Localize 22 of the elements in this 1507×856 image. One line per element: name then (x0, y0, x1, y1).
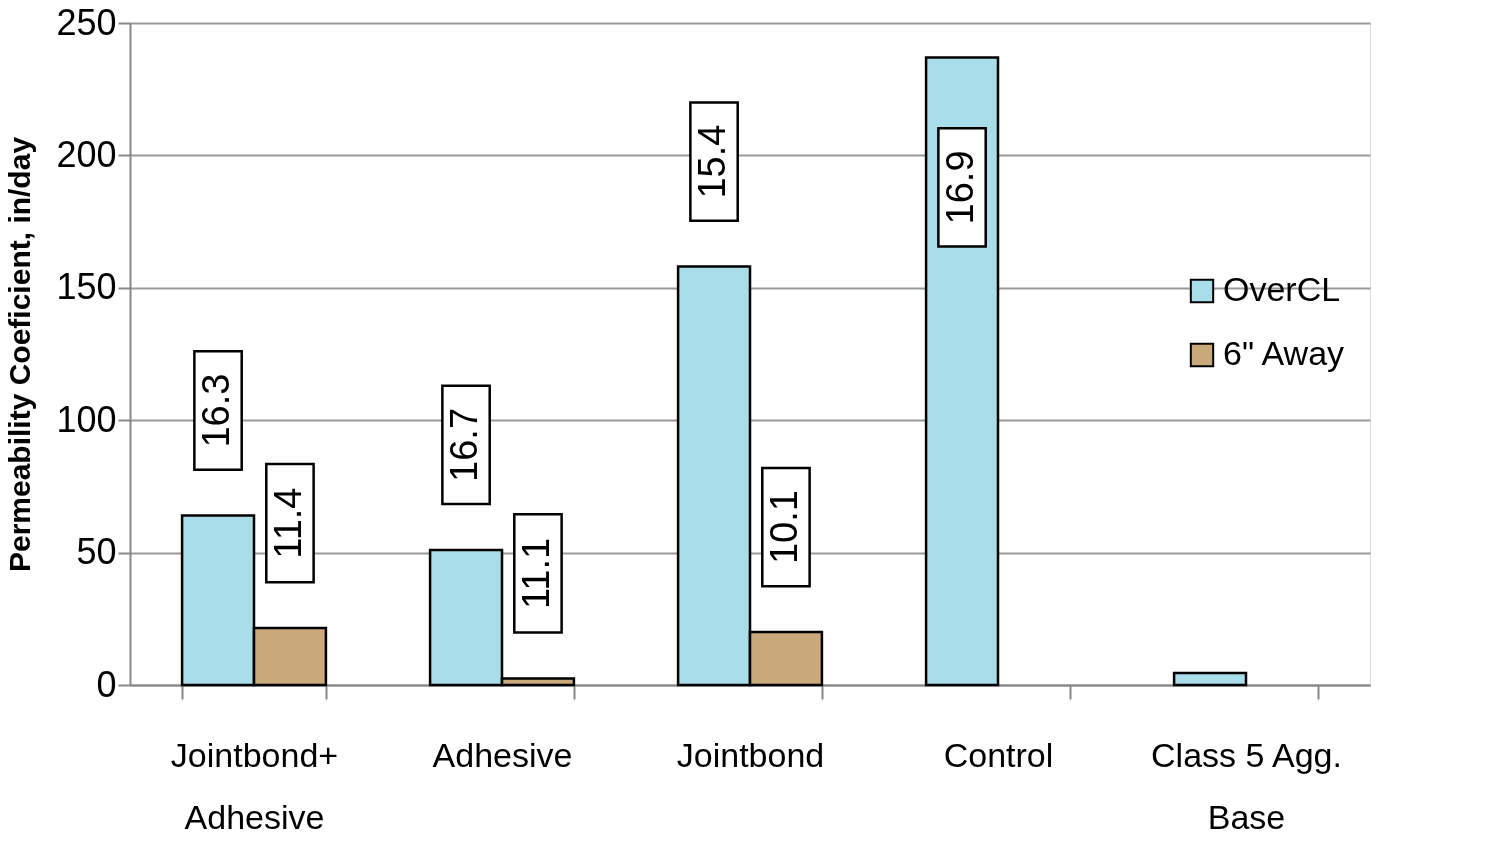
x-tick-label: Class 5 Agg. Base (1151, 735, 1342, 836)
annotation: 16.3 (195, 373, 238, 448)
x-tick-label: Control (943, 735, 1054, 774)
bar (1172, 671, 1248, 687)
y-tick-label: 200 (56, 133, 117, 175)
x-tick-label: Jointbond+ Adhesive (170, 735, 339, 836)
annotation: 16.9 (939, 150, 982, 225)
y-tick-label: 250 (56, 1, 117, 43)
y-tick-label: 150 (56, 266, 117, 308)
x-tick-label: Jointbond (676, 735, 825, 774)
legend-label: 6" Away (1223, 334, 1345, 372)
annotation: 15.4 (691, 124, 734, 199)
x-tick-label: Adhesive (432, 735, 573, 774)
y-axis-title: Permeability Coeficient, in/day (3, 136, 37, 573)
legend-label: OverCL (1223, 270, 1341, 308)
annotation: 16.7 (443, 407, 486, 482)
y-tick-label: 50 (76, 531, 117, 573)
annotation: 10.1 (762, 490, 805, 565)
annotation: 11.4 (266, 487, 309, 559)
annotation: 11.1 (514, 537, 557, 609)
y-tick-label: 0 (96, 663, 117, 705)
y-tick-label: 100 (56, 398, 117, 440)
